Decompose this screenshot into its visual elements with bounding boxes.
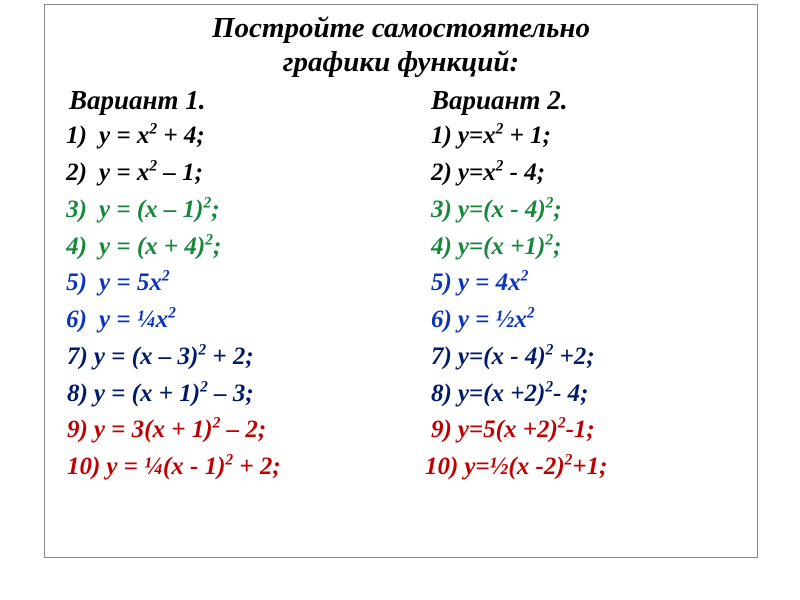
item-number: 10) — [67, 449, 100, 486]
item-number: 8) — [431, 376, 452, 413]
item-number: 3) — [431, 192, 452, 229]
equation-item: 5)у = 5х2 — [59, 265, 403, 302]
equation-item: 7)у = (х – 3)2 + 2; — [67, 339, 403, 376]
superscript: 2 — [527, 305, 535, 322]
superscript: 2 — [545, 378, 553, 395]
item-number: 1) — [59, 118, 87, 155]
item-number: 2) — [431, 155, 452, 192]
item-number: 10) — [425, 449, 458, 486]
content-frame: Постройте самостоятельно графики функций… — [44, 4, 758, 558]
superscript: 2 — [198, 342, 206, 359]
item-number: 5) — [59, 265, 87, 302]
item-number: 6) — [59, 302, 87, 339]
title-line-1: Постройте самостоятельно — [212, 12, 590, 44]
equation-item: 3)у = (х – 1)2; — [59, 192, 403, 229]
equation-item: 9)у=5(х +2)2-1; — [431, 412, 747, 449]
variant-2-list: 1)у=х2 + 1;2)у=х2 - 4;3)у=(х - 4)2;4)у=(… — [425, 118, 747, 486]
superscript: 2 — [225, 452, 233, 469]
variant-2-heading: Вариант 2. — [431, 85, 747, 116]
equation-item: 2)у = х2 – 1; — [59, 155, 403, 192]
item-number: 7) — [67, 339, 88, 376]
item-number: 5) — [431, 265, 452, 302]
equation-item: 8)у=(х +2)2- 4; — [431, 376, 747, 413]
superscript: 2 — [162, 268, 170, 285]
equation-item: 10)у = ¼(х - 1)2 + 2; — [67, 449, 403, 486]
superscript: 2 — [496, 121, 504, 138]
equation-item: 6)у = ½х2 — [431, 302, 747, 339]
item-number: 9) — [67, 412, 88, 449]
columns: Вариант 1. 1)у = х2 + 4;2)у = х2 – 1;3)у… — [45, 79, 757, 486]
item-number: 9) — [431, 412, 452, 449]
superscript: 2 — [546, 342, 554, 359]
item-number: 2) — [59, 155, 87, 192]
superscript: 2 — [149, 121, 157, 138]
item-number: 1) — [431, 118, 452, 155]
equation-item: 10)у=½(х -2)2+1; — [425, 449, 747, 486]
variant-1-column: Вариант 1. 1)у = х2 + 4;2)у = х2 – 1;3)у… — [59, 85, 403, 486]
equation-item: 7)у=(х - 4)2 +2; — [431, 339, 747, 376]
equation-item: 2)у=х2 - 4; — [431, 155, 747, 192]
superscript: 2 — [545, 231, 553, 248]
variant-1-list: 1)у = х2 + 4;2)у = х2 – 1;3)у = (х – 1)2… — [59, 118, 403, 486]
item-number: 4) — [431, 229, 452, 266]
superscript: 2 — [565, 452, 573, 469]
equation-item: 4)у = (х + 4)2; — [59, 229, 403, 266]
item-number: 6) — [431, 302, 452, 339]
variant-2-column: Вариант 2. 1)у=х2 + 1;2)у=х2 - 4;3)у=(х … — [403, 85, 747, 486]
superscript: 2 — [149, 158, 157, 175]
superscript: 2 — [546, 195, 554, 212]
title-line-2: графики функций: — [283, 46, 519, 78]
item-number: 4) — [59, 229, 87, 266]
equation-item: 8)у = (х + 1)2 – 3; — [67, 376, 403, 413]
item-number: 8) — [67, 376, 88, 413]
superscript: 2 — [521, 268, 529, 285]
superscript: 2 — [168, 305, 176, 322]
superscript: 2 — [205, 231, 213, 248]
superscript: 2 — [213, 415, 221, 432]
equation-item: 1)у=х2 + 1; — [431, 118, 747, 155]
superscript: 2 — [558, 415, 566, 432]
superscript: 2 — [200, 378, 208, 395]
equation-item: 3)у=(х - 4)2; — [431, 192, 747, 229]
superscript: 2 — [496, 158, 504, 175]
variant-1-heading: Вариант 1. — [69, 85, 403, 116]
equation-item: 5)у = 4х2 — [431, 265, 747, 302]
equation-item: 6)у = ¼х2 — [59, 302, 403, 339]
equation-item: 1)у = х2 + 4; — [59, 118, 403, 155]
item-number: 3) — [59, 192, 87, 229]
equation-item: 9)у = 3(х + 1)2 – 2; — [67, 412, 403, 449]
equation-item: 4)у=(х +1)2; — [431, 229, 747, 266]
page-title: Постройте самостоятельно графики функций… — [45, 5, 757, 79]
superscript: 2 — [204, 195, 212, 212]
item-number: 7) — [431, 339, 452, 376]
